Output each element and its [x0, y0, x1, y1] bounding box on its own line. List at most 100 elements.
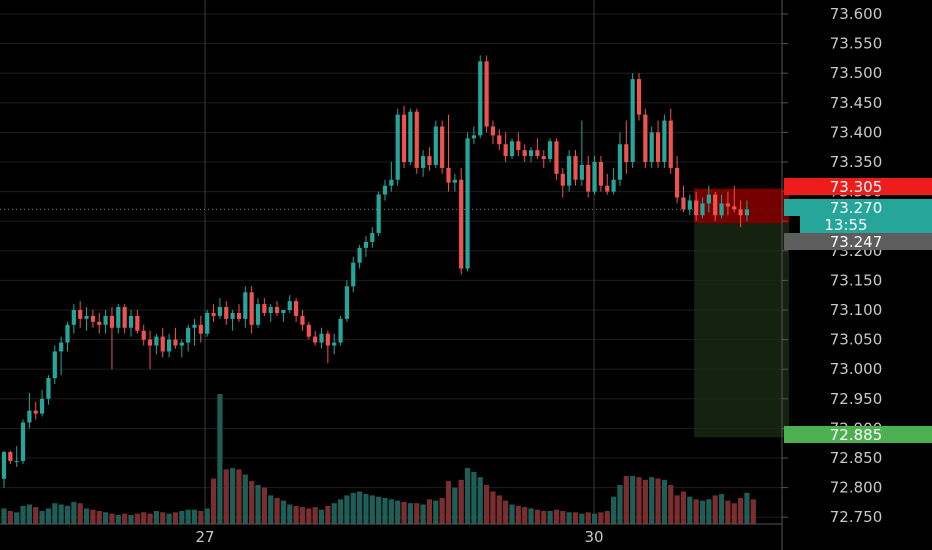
- volume-bar: [503, 500, 509, 524]
- volume-bar: [401, 501, 407, 524]
- y-tick-label: 73.500: [830, 64, 883, 82]
- volume-bar: [458, 479, 464, 524]
- volume-bar: [731, 503, 737, 524]
- candle-body: [446, 167, 451, 183]
- price-badge-label: 73.270: [830, 199, 883, 217]
- volume-bar: [166, 513, 172, 524]
- candle-body: [236, 312, 242, 319]
- candle-body: [401, 114, 407, 162]
- candle-body: [103, 315, 108, 325]
- candle-body: [230, 312, 235, 319]
- volume-bar: [534, 509, 540, 524]
- candle-body: [109, 315, 115, 328]
- candle-body: [71, 310, 76, 325]
- candle-body: [357, 247, 362, 263]
- candle-body: [332, 342, 337, 346]
- stop-loss-zone: [694, 188, 790, 224]
- y-tick-label: 72.950: [830, 390, 883, 408]
- volume-bar: [344, 495, 350, 524]
- volume-bar: [242, 474, 248, 524]
- volume-bar: [407, 503, 413, 524]
- candle-body: [363, 241, 369, 248]
- volume-bar: [90, 509, 96, 524]
- volume-bar: [268, 495, 274, 524]
- candle-body: [135, 315, 140, 331]
- volume-bar: [712, 495, 718, 524]
- candle-body: [8, 452, 13, 461]
- candle-body: [522, 150, 527, 157]
- candle-body: [471, 135, 476, 139]
- candle-body: [160, 336, 165, 352]
- volume-bar: [64, 505, 71, 524]
- time-axis[interactable]: 27 30: [195, 528, 603, 546]
- price-badge: [784, 178, 932, 195]
- volume-bar: [579, 513, 585, 524]
- y-tick-label: 73.050: [830, 331, 883, 349]
- volume-bar: [560, 511, 566, 524]
- volume-bar: [604, 511, 610, 524]
- candle-body: [78, 310, 83, 319]
- candle-body: [351, 262, 356, 287]
- price-badge: [784, 199, 932, 216]
- candle-body: [554, 141, 559, 174]
- candle-body: [65, 324, 70, 343]
- y-tick-label: 73.550: [830, 35, 883, 53]
- candle-body: [408, 111, 413, 162]
- candle-body: [186, 327, 191, 343]
- candle-body: [389, 179, 394, 186]
- candle-body: [325, 333, 330, 346]
- volume-bar: [585, 512, 591, 524]
- volume-bar: [738, 498, 744, 524]
- candle-body: [243, 292, 248, 319]
- candle-body: [59, 342, 64, 352]
- volume-bar: [249, 481, 255, 524]
- volume-bar: [185, 509, 191, 524]
- volume-bar: [280, 500, 286, 524]
- candle-body: [636, 79, 642, 115]
- candle-body: [192, 324, 197, 328]
- price-badge-label: 13:55: [824, 216, 867, 234]
- volume-bar: [363, 494, 369, 524]
- candle-body: [224, 307, 229, 319]
- candle-body: [52, 351, 57, 379]
- volume-bar: [191, 509, 198, 524]
- candle-body: [179, 342, 184, 346]
- volume-bar: [395, 500, 401, 524]
- price-badge-label: 73.247: [830, 233, 883, 251]
- volume-bar: [706, 499, 712, 524]
- volume-bar: [725, 500, 731, 524]
- volume-bar: [744, 492, 750, 524]
- volume-bar: [312, 507, 318, 524]
- candle-body: [14, 460, 19, 462]
- candle-body: [90, 315, 95, 322]
- volume-bar: [337, 499, 344, 524]
- volume-bar: [147, 513, 153, 524]
- price-badge-label: 73.305: [830, 178, 883, 196]
- volume-bar: [198, 511, 204, 524]
- candle-body: [624, 144, 629, 162]
- candle-body: [440, 126, 445, 168]
- candle-body: [433, 126, 438, 165]
- volume-bar: [160, 512, 166, 524]
- volume-bar: [636, 477, 642, 524]
- candle-body: [706, 194, 711, 204]
- volume-bar: [566, 512, 572, 524]
- candle-body: [128, 315, 134, 328]
- candle-body: [255, 304, 261, 325]
- volume-bar: [655, 478, 661, 524]
- volume-bar: [528, 508, 534, 524]
- candle-body: [541, 156, 546, 160]
- volume-bar: [630, 475, 636, 524]
- y-tick-label: 72.750: [830, 508, 883, 526]
- candle-body: [586, 164, 591, 192]
- y-tick-label: 73.000: [830, 360, 883, 378]
- candle-body: [567, 156, 572, 186]
- volume-bar: [255, 485, 261, 524]
- candlesticks: [1, 55, 750, 488]
- volume-bar: [1, 508, 7, 524]
- candle-body: [20, 422, 26, 461]
- x-tick-label: 30: [584, 528, 603, 546]
- candle-body: [528, 150, 534, 157]
- candle-body: [395, 114, 400, 180]
